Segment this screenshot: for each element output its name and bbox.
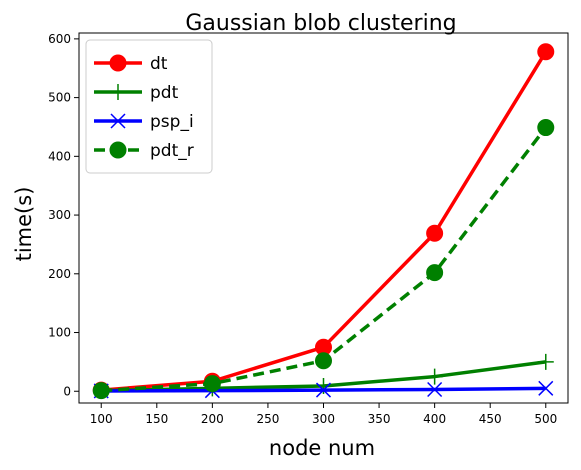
legend-marker	[110, 113, 126, 129]
y-tick-label: 100	[48, 326, 71, 340]
legend-marker	[109, 141, 127, 159]
series-pdt_r	[92, 119, 555, 400]
y-tick-label: 0	[63, 384, 71, 398]
data-point	[426, 224, 444, 242]
data-point	[537, 119, 555, 137]
y-axis-title: time(s)	[12, 187, 36, 262]
x-tick-label: 150	[145, 412, 168, 426]
data-point	[426, 368, 443, 385]
x-axis-title: node num	[269, 436, 375, 460]
chart-title: Gaussian blob clustering	[185, 11, 456, 36]
x-tick-label: 200	[201, 412, 224, 426]
data-point	[315, 352, 332, 370]
y-tick-label: 600	[48, 32, 71, 46]
data-point	[426, 264, 444, 282]
y-tick-label: 200	[48, 267, 71, 281]
legend-label: dt	[150, 54, 168, 74]
legend: dt pdt psp_i pdt_r	[85, 39, 213, 174]
legend-item-pdt_r: pdt_r	[94, 141, 194, 161]
legend-item-psp_i: psp_i	[94, 112, 194, 132]
data-point	[315, 382, 332, 398]
x-tick-label: 250	[256, 412, 279, 426]
plot-area: 100 150 200 250 300 350 400 450 500 0 100 200 300 40…	[48, 32, 569, 426]
data-point	[92, 382, 110, 400]
x-tick-label: 500	[534, 412, 557, 426]
data-point	[537, 43, 555, 61]
legend-label: psp_i	[150, 112, 194, 132]
y-axis: 0 100 200 300 400 500 600	[48, 32, 79, 398]
y-tick-label: 400	[48, 149, 71, 163]
x-tick-label: 300	[312, 412, 335, 426]
legend-item-dt: dt	[94, 54, 168, 74]
series-layer	[92, 43, 555, 400]
x-tick-label: 450	[479, 412, 502, 426]
x-tick-label: 400	[423, 412, 446, 426]
data-point	[427, 381, 443, 398]
y-tick-label: 500	[48, 91, 71, 105]
legend-item-pdt: pdt	[94, 83, 179, 103]
legend-frame	[85, 39, 213, 174]
x-tick-label: 100	[90, 412, 113, 426]
x-axis: 100 150 200 250 300 350 400 450 500	[90, 403, 557, 426]
x-tick-label: 350	[368, 412, 391, 426]
data-point	[537, 353, 554, 370]
data-point	[538, 380, 554, 396]
legend-label: pdt	[150, 83, 179, 103]
legend-label: pdt_r	[150, 141, 194, 161]
legend-marker	[110, 84, 126, 100]
legend-marker	[109, 54, 127, 72]
y-tick-label: 300	[48, 208, 71, 222]
data-point	[203, 375, 221, 393]
